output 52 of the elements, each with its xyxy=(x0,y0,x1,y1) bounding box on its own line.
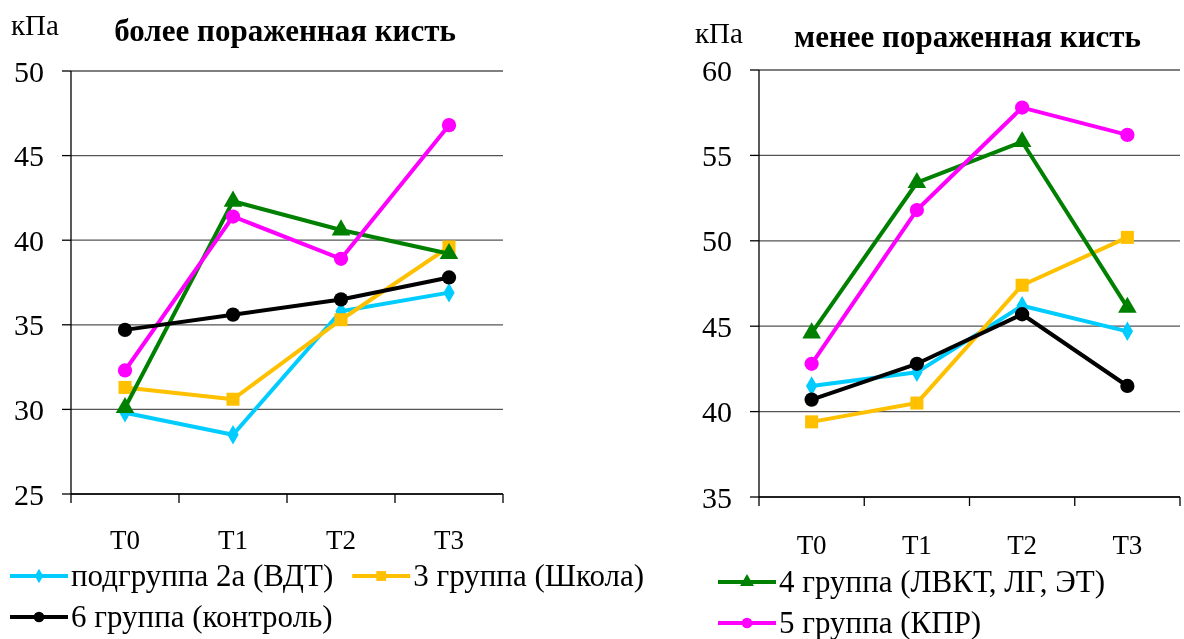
x-tick-label: T3 xyxy=(434,525,464,555)
point xyxy=(441,270,457,285)
point xyxy=(118,380,132,394)
point xyxy=(910,396,924,410)
point xyxy=(117,363,133,378)
y-tick-label: 60 xyxy=(702,53,732,87)
x-tick-label: T1 xyxy=(901,530,932,560)
point xyxy=(225,209,241,224)
point xyxy=(225,307,241,322)
y-tick-label: 35 xyxy=(14,308,44,342)
x-tick-label: T2 xyxy=(326,525,356,555)
y-tick-label: 40 xyxy=(14,223,44,257)
point xyxy=(1014,100,1030,115)
legend-label: 4 группа (ЛВКТ, ЛГ, ЭТ) xyxy=(779,564,1105,599)
legend-label: 5 группа (КПР) xyxy=(779,605,982,639)
chart-title: менее пораженная кисть xyxy=(794,19,1141,54)
y-tick-label: 25 xyxy=(14,477,44,511)
y-axis-title: кПа xyxy=(11,9,60,41)
y-tick-label: 45 xyxy=(702,309,732,343)
x-tick-label: T0 xyxy=(110,525,140,555)
x-tick-label: T2 xyxy=(1007,530,1038,560)
point xyxy=(804,392,819,407)
point xyxy=(805,415,819,429)
point xyxy=(1120,230,1134,244)
x-tick-label: T3 xyxy=(1112,530,1143,560)
point xyxy=(1014,307,1030,322)
legend-label: 6 группа (контроль) xyxy=(71,599,333,634)
point xyxy=(441,118,457,133)
y-tick-label: 45 xyxy=(14,139,44,173)
point xyxy=(117,322,133,337)
x-tick-label: T1 xyxy=(218,525,248,555)
point xyxy=(1015,278,1029,292)
point xyxy=(226,392,240,406)
point xyxy=(1120,127,1135,143)
y-tick-label: 35 xyxy=(702,480,732,514)
y-tick-label: 40 xyxy=(702,395,732,429)
point xyxy=(1120,378,1135,394)
point xyxy=(333,251,349,266)
legend-label: 3 группа (Школа) xyxy=(413,558,645,593)
y-tick-label: 55 xyxy=(702,138,732,172)
chart-title: более пораженная кисть xyxy=(114,13,456,48)
y-tick-label: 50 xyxy=(14,54,44,88)
point xyxy=(909,356,925,371)
point xyxy=(334,313,348,327)
point xyxy=(909,202,925,218)
y-tick-label: 50 xyxy=(702,224,732,258)
y-axis-title: кПа xyxy=(695,17,744,49)
y-tick-label: 30 xyxy=(14,392,44,426)
x-tick-label: T0 xyxy=(796,530,827,560)
legend-label: подгруппа 2а (ВДТ) xyxy=(71,558,334,593)
point xyxy=(333,292,349,307)
point xyxy=(804,356,819,371)
